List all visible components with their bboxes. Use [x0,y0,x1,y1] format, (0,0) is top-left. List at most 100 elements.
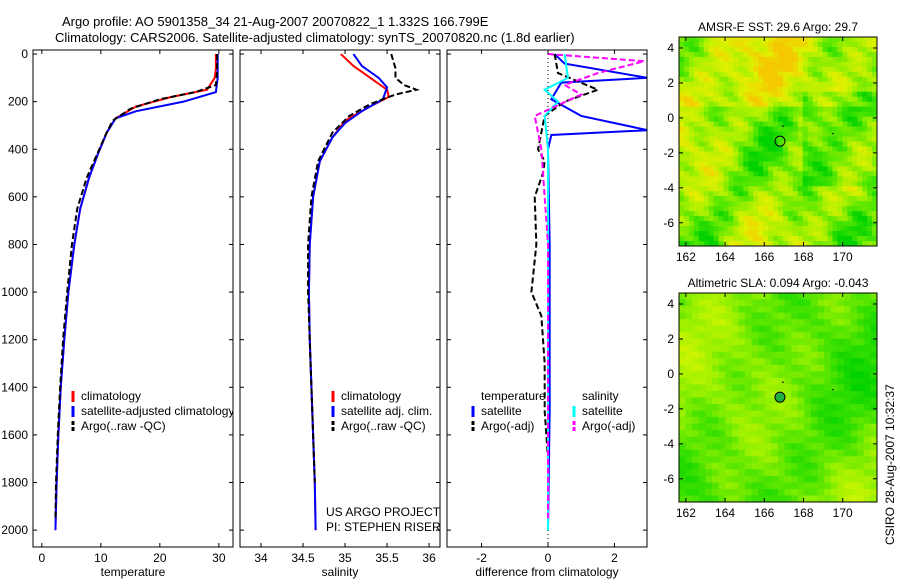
heatmap-cell [797,121,804,128]
heatmap-cell [731,469,739,477]
heatmap-cell [852,211,858,217]
heatmap-cell [857,404,865,412]
heatmap-cell [784,456,792,464]
heatmap-cell [758,377,766,386]
heatmap-cell [817,443,825,451]
heatmap-cell [817,226,824,232]
heatmap-cell [812,111,819,118]
heatmap-cell [758,191,764,197]
heatmap-cell [792,156,799,163]
heatmap-cell [782,41,789,48]
heatmap-cell [703,66,710,73]
heatmap-cell [731,488,739,497]
heatmap-cell [804,404,812,412]
heatmap-cell [773,231,779,237]
heatmap-cell [824,410,832,418]
heatmap-cell [679,475,687,484]
heatmap-cell [745,417,753,425]
heatmap-cell [778,76,784,83]
heatmap-cell [802,56,809,63]
heatmap-cell [718,436,726,444]
heatmap-cell [837,443,845,451]
heatmap-cell [683,216,690,222]
heatmap-cell [842,37,848,43]
heatmap-cell [712,390,720,399]
heatmap-cell [830,410,838,418]
heatmap-cell [698,351,706,359]
heatmap-cell [817,196,824,202]
heatmap-cell [867,186,873,192]
heatmap-cell [705,423,713,431]
heatmap-cell [862,96,868,103]
heatmap-cell [792,71,799,78]
heatmap-cell [685,371,693,379]
heatmap-cell [748,37,754,43]
heatmap-cell [852,41,858,48]
heatmap-cell [773,166,779,172]
heatmap-cell [723,111,730,118]
heatmap-cell [764,430,772,438]
heatmap-cell [842,191,848,197]
heatmap-cell [728,66,735,73]
heatmap-cell [679,482,687,490]
heatmap-cell [857,443,865,451]
heatmap-cell [688,241,695,246]
heatmap-cell [713,176,720,182]
heatmap-cell [847,201,853,207]
heatmap-cell [703,51,710,58]
heatmap-cell [842,106,848,113]
heatmap-cell [728,116,735,123]
heatmap-cell [718,377,726,386]
heatmap-cell [698,345,706,353]
heatmap-cell [787,186,794,192]
heatmap-cell [723,116,730,123]
heatmap-cell [842,206,848,212]
heatmap-cell [692,436,700,444]
heatmap-cell [738,475,746,484]
heatmap-cell [713,206,720,212]
heatmap-cell [787,106,794,113]
heatmap-cell [830,436,838,444]
heatmap-cell [870,319,877,327]
heatmap-cell [812,161,819,167]
heatmap-cell [857,216,863,222]
heatmap-cell [837,86,843,93]
heatmap-cell [703,91,710,98]
heatmap-cell [698,397,706,405]
heatmap-cell [718,475,726,484]
heatmap-cell [872,126,877,133]
heatmap-cell [870,475,877,484]
heatmap-cell [850,384,858,392]
heatmap-cell [852,226,858,232]
heatmap-cell [743,56,749,63]
heatmap-cell [703,241,710,246]
heatmap-cell [837,126,843,133]
heatmap-cell [718,404,726,412]
heatmap-cell [738,46,744,53]
heatmap-cell [718,86,725,93]
heatmap-cell [771,384,779,392]
heatmap-cell [758,41,764,48]
heatmap-cell [708,161,715,167]
heatmap-cell [758,226,764,232]
heatmap-cell [748,41,754,48]
heatmap-cell [812,206,819,212]
heatmap-cell [857,126,863,133]
heatmap-cell [771,377,779,386]
heatmap-cell [778,299,786,307]
heatmap-cell [768,96,774,103]
heatmap-cell [797,488,805,497]
heatmap-cell [812,211,819,217]
heatmap-cell [782,81,789,88]
heatmap-cell [679,351,687,359]
heatmap-cell [773,46,779,53]
heatmap-cell [688,236,695,242]
heatmap-cell [782,241,789,246]
heatmap-cell [688,131,695,138]
heatmap-cell [857,236,863,242]
heatmap-cell [832,101,838,108]
heatmap-cell [784,410,792,418]
heatmap-cell [784,390,792,399]
heatmap-cell [705,345,713,353]
heatmap-cell [797,136,804,143]
